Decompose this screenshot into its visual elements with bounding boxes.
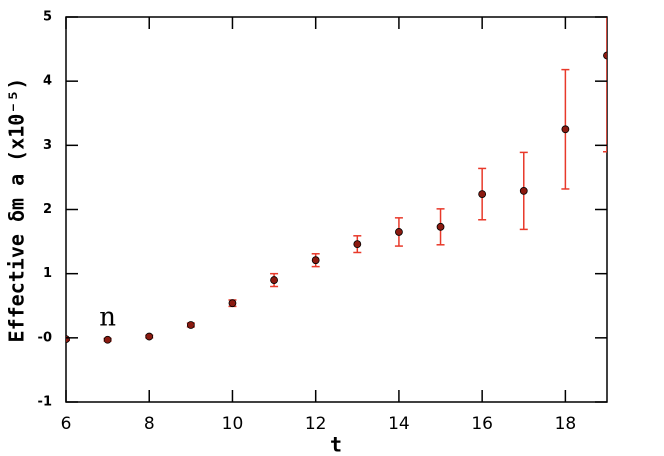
- data-point: [395, 228, 403, 236]
- data-point: [145, 332, 154, 341]
- x-tick-label: 6: [61, 414, 72, 434]
- y-tick-label: -0: [38, 330, 52, 345]
- data-point: [270, 276, 278, 284]
- data-point: [478, 190, 487, 199]
- x-tick-label: 12: [305, 414, 327, 434]
- y-tick-label: 4: [43, 74, 52, 89]
- y-tick-label: -1: [38, 395, 52, 410]
- plot-area: [66, 17, 607, 344]
- x-tick-label: 8: [144, 414, 155, 434]
- plot-frame: [65, 16, 608, 403]
- data-point: [228, 299, 237, 308]
- x-tick-label: 18: [555, 414, 577, 434]
- x-axis-label: t: [330, 433, 342, 456]
- y-tick-label: 2: [43, 202, 52, 217]
- data-point: [353, 240, 362, 249]
- data-point: [311, 256, 320, 265]
- data-point: [186, 321, 195, 329]
- data-point: [603, 51, 607, 60]
- x-tick-label: 14: [388, 414, 410, 434]
- data-point: [436, 222, 445, 231]
- x-tick-label: 10: [222, 414, 244, 434]
- data-point: [561, 125, 570, 134]
- data-point: [103, 335, 112, 344]
- y-tick-label: 3: [43, 138, 52, 153]
- x-tick-label: 16: [471, 414, 493, 434]
- y-axis-label: Effective δm a (x10⁻⁵): [5, 78, 29, 343]
- y-tick-label: 5: [43, 10, 52, 25]
- data-point: [519, 186, 528, 195]
- data-point: [66, 335, 70, 344]
- y-tick-label: 1: [43, 266, 52, 281]
- annotation: n: [99, 303, 116, 333]
